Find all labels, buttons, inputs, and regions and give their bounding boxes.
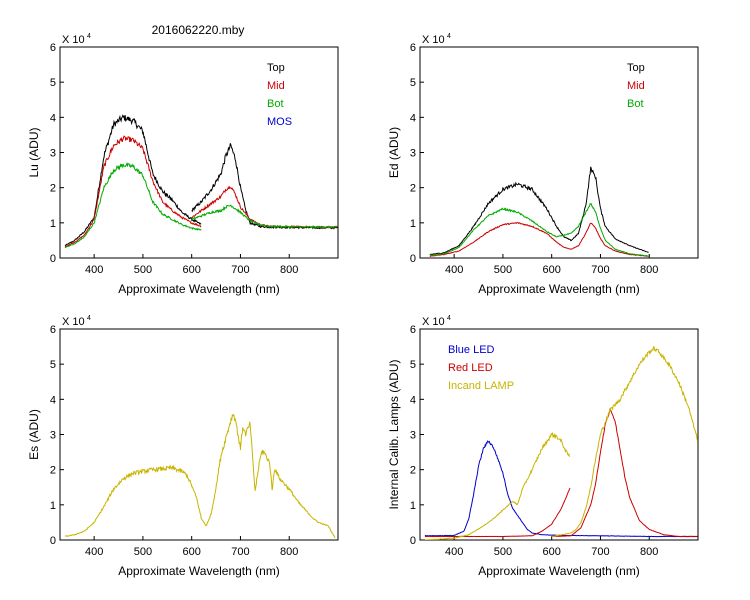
ed-xtick-label: 400 — [445, 264, 463, 276]
ed-legend-bot: Bot — [627, 98, 644, 110]
ed-series-mid-line-0 — [429, 222, 649, 257]
es-ytick-label: 5 — [50, 359, 56, 371]
lu-ytick-label: 4 — [50, 112, 56, 124]
es-ytick-label: 2 — [50, 465, 56, 477]
cal-xtick-label: 600 — [543, 546, 561, 558]
ed-ytick-label: 0 — [410, 253, 416, 265]
ed-ytick-label: 5 — [410, 77, 416, 89]
lu-series-bot-line-0 — [64, 161, 202, 249]
lu-xtick-label: 600 — [183, 264, 201, 276]
cal-series-blue-led-line-0 — [424, 440, 698, 538]
lu-xtick-label: 700 — [231, 264, 249, 276]
lu-ytick-label: 3 — [50, 148, 56, 160]
es-xtick-label: 600 — [183, 546, 201, 558]
cal-xtick-label: 700 — [591, 546, 609, 558]
cal-exponent-label: X 10 — [422, 316, 445, 328]
cal-series-red-led-line-0 — [424, 487, 571, 538]
ed-ytick-label: 6 — [410, 42, 416, 54]
cal-ytick-label: 5 — [410, 359, 416, 371]
cal-ytick-label: 3 — [410, 430, 416, 442]
es-xtick-label: 700 — [231, 546, 249, 558]
ed-exponent-label: X 10 — [422, 34, 445, 46]
figure-title: 2016062220.mby — [152, 23, 245, 37]
ed-xtick-label: 500 — [494, 264, 512, 276]
lu-series-mid-line-0 — [64, 135, 202, 248]
lu-legend-mos: MOS — [267, 116, 292, 128]
ed-xtick-label: 600 — [543, 264, 561, 276]
lu-series-bot-line-1 — [191, 204, 338, 229]
es-ytick-label: 4 — [50, 394, 56, 406]
lu-xtick-label: 400 — [85, 264, 103, 276]
lu-series-mid-line-1 — [191, 186, 338, 229]
es-ytick-label: 6 — [50, 324, 56, 336]
lu-series-top-line-1 — [191, 143, 338, 230]
ed-plot-frame — [419, 46, 699, 259]
lu-ytick-label: 5 — [50, 77, 56, 89]
ed-x-axis-label: Approximate Wavelength (nm) — [478, 282, 640, 296]
cal-series-red-led-line-1 — [551, 407, 698, 538]
ed-ytick-label: 3 — [410, 148, 416, 160]
ed-legend-mid: Mid — [627, 80, 645, 92]
cal-series-incand-lamp-line-0 — [424, 432, 571, 540]
cal-plot-frame — [419, 328, 699, 541]
cal-x-axis-label: Approximate Wavelength (nm) — [478, 564, 640, 578]
es-y-axis-label: Es (ADU) — [27, 409, 41, 460]
lu-ytick-label: 0 — [50, 253, 56, 265]
cal-series-incand-lamp-line-1 — [551, 346, 698, 538]
lu-xtick-label: 800 — [280, 264, 298, 276]
es-exponent-power: 4 — [87, 315, 91, 322]
cal-legend-blue-led: Blue LED — [448, 344, 495, 356]
ed-xtick-label: 800 — [640, 264, 658, 276]
ed-ytick-label: 4 — [410, 112, 416, 124]
lu-exponent-power: 4 — [87, 33, 91, 40]
es-series-es-line-0 — [64, 414, 336, 539]
cal-y-axis-label: Internal Calib. Lamps (ADU) — [387, 359, 401, 509]
lu-legend-top: Top — [267, 62, 285, 74]
ed-exponent-power: 4 — [447, 33, 451, 40]
lu-ytick-label: 2 — [50, 183, 56, 195]
es-xtick-label: 800 — [280, 546, 298, 558]
lu-ytick-label: 6 — [50, 42, 56, 54]
ed-ytick-label: 2 — [410, 183, 416, 195]
ed-y-axis-label: Ed (ADU) — [387, 127, 401, 178]
cal-exponent-power: 4 — [447, 315, 451, 322]
es-xtick-label: 500 — [134, 546, 152, 558]
cal-ytick-label: 6 — [410, 324, 416, 336]
cal-legend-red-led: Red LED — [448, 362, 493, 374]
lu-xtick-label: 500 — [134, 264, 152, 276]
es-xtick-label: 400 — [85, 546, 103, 558]
cal-ytick-label: 0 — [410, 535, 416, 547]
cal-legend-incand-lamp: Incand LAMP — [448, 380, 514, 392]
cal-xtick-label: 800 — [640, 546, 658, 558]
cal-ytick-label: 1 — [410, 500, 416, 512]
lu-ytick-label: 1 — [50, 218, 56, 230]
lu-exponent-label: X 10 — [62, 34, 85, 46]
ed-xtick-label: 700 — [591, 264, 609, 276]
ed-ytick-label: 1 — [410, 218, 416, 230]
lu-series-top-line-0 — [64, 114, 202, 247]
es-ytick-label: 3 — [50, 430, 56, 442]
cal-ytick-label: 4 — [410, 394, 416, 406]
ed-series-bot-line-0 — [429, 202, 649, 257]
cal-xtick-label: 500 — [494, 546, 512, 558]
ed-legend-top: Top — [627, 62, 645, 74]
es-exponent-label: X 10 — [62, 316, 85, 328]
ed-series-top-line-0 — [429, 166, 649, 255]
lu-legend-mid: Mid — [267, 80, 285, 92]
lu-legend-bot: Bot — [267, 98, 284, 110]
es-ytick-label: 1 — [50, 500, 56, 512]
lu-x-axis-label: Approximate Wavelength (nm) — [118, 282, 280, 296]
cal-ytick-label: 2 — [410, 465, 416, 477]
es-ytick-label: 0 — [50, 535, 56, 547]
cal-xtick-label: 400 — [445, 546, 463, 558]
lu-y-axis-label: Lu (ADU) — [27, 127, 41, 177]
es-x-axis-label: Approximate Wavelength (nm) — [118, 564, 280, 578]
